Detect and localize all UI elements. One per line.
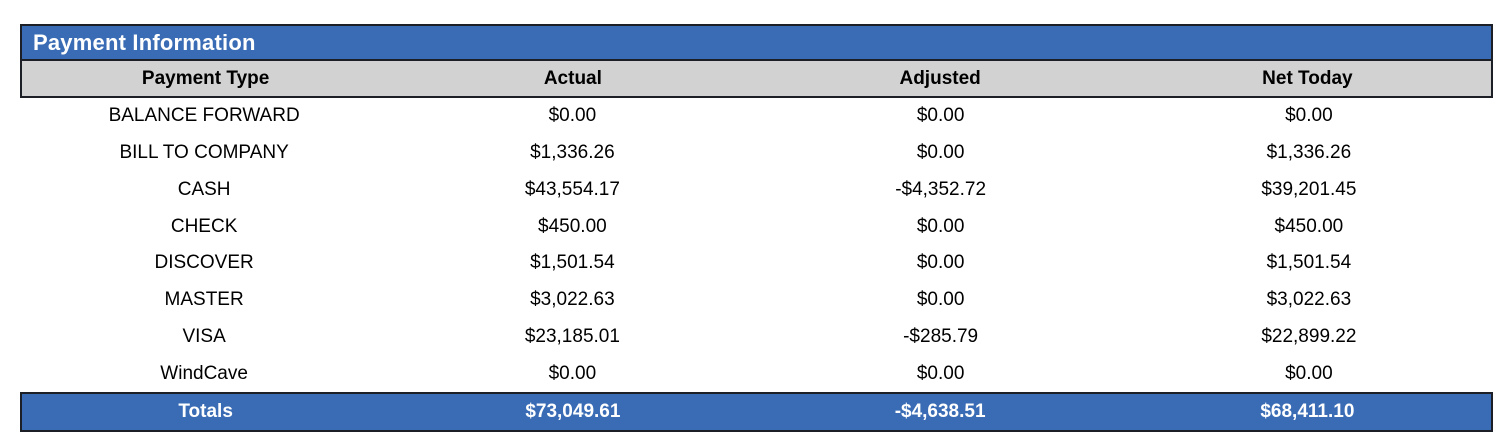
actual-cell: $1,501.54: [530, 252, 615, 274]
column-header-adjusted: Adjusted: [899, 67, 981, 89]
table-row: VISA $23,185.01 -$285.79 $22,899.22: [20, 319, 1493, 356]
adjusted-cell: -$4,352.72: [895, 178, 987, 200]
net-today-cell: $1,501.54: [1266, 252, 1352, 274]
adjusted-cell: -$285.79: [903, 325, 979, 347]
net-today-cell: $22,899.22: [1261, 325, 1357, 347]
net-today-cell: $450.00: [1274, 215, 1344, 237]
adjusted-cell: $0.00: [916, 289, 965, 311]
table-row: MASTER $3,022.63 $0.00 $3,022.63: [20, 282, 1493, 319]
actual-cell: $450.00: [538, 215, 607, 237]
column-header-payment-type: Payment Type: [141, 67, 270, 89]
payment-type-cell: CASH: [177, 178, 231, 200]
panel-title-bar: Payment Information: [20, 24, 1493, 61]
payment-type-cell: DISCOVER: [154, 252, 254, 274]
net-today-cell: $1,336.26: [1266, 142, 1352, 164]
actual-cell: $0.00: [548, 105, 597, 127]
table-body: BALANCE FORWARD $0.00 $0.00 $0.00 BILL T…: [20, 98, 1493, 392]
payment-information-panel: Payment Information Payment Type Actual …: [20, 24, 1493, 432]
table-row: BILL TO COMPANY $1,336.26 $0.00 $1,336.2…: [20, 135, 1493, 172]
adjusted-cell: $0.00: [916, 252, 965, 274]
payment-type-cell: MASTER: [164, 289, 244, 311]
payment-type-cell: BILL TO COMPANY: [119, 142, 289, 164]
totals-adjusted-cell: -$4,638.51: [894, 401, 986, 422]
adjusted-cell: $0.00: [916, 362, 965, 384]
totals-row: Totals $73,049.61 -$4,638.51 $68,411.10: [20, 392, 1493, 432]
actual-cell: $1,336.26: [530, 142, 615, 164]
payment-type-cell: WindCave: [160, 362, 248, 384]
payment-type-cell: VISA: [182, 325, 226, 347]
adjusted-cell: $0.00: [916, 105, 965, 127]
totals-net-today-cell: $68,411.10: [1260, 401, 1355, 422]
table-row: CASH $43,554.17 -$4,352.72 $39,201.45: [20, 172, 1493, 209]
table-row: WindCave $0.00 $0.00 $0.00: [20, 355, 1493, 392]
adjusted-cell: $0.00: [916, 142, 965, 164]
table-row: CHECK $450.00 $0.00 $450.00: [20, 208, 1493, 245]
net-today-cell: $3,022.63: [1266, 289, 1352, 311]
actual-cell: $0.00: [548, 362, 597, 384]
payment-type-cell: BALANCE FORWARD: [108, 105, 300, 127]
panel-title: Payment Information: [33, 29, 256, 55]
actual-cell: $3,022.63: [530, 289, 615, 311]
table-row: DISCOVER $1,501.54 $0.00 $1,501.54: [20, 245, 1493, 282]
net-today-cell: $0.00: [1285, 362, 1333, 384]
column-header-actual: Actual: [543, 67, 602, 89]
actual-cell: $43,554.17: [524, 178, 620, 200]
adjusted-cell: $0.00: [916, 215, 965, 237]
net-today-cell: $0.00: [1285, 105, 1333, 127]
totals-actual-cell: $73,049.61: [525, 401, 621, 422]
table-row: BALANCE FORWARD $0.00 $0.00 $0.00: [20, 98, 1493, 135]
payment-type-cell: CHECK: [170, 215, 238, 237]
column-header-net-today: Net Today: [1262, 67, 1353, 89]
actual-cell: $23,185.01: [524, 325, 620, 347]
totals-label: Totals: [178, 401, 233, 422]
net-today-cell: $39,201.45: [1261, 178, 1357, 200]
table-header-row: Payment Type Actual Adjusted Net Today: [20, 61, 1493, 98]
